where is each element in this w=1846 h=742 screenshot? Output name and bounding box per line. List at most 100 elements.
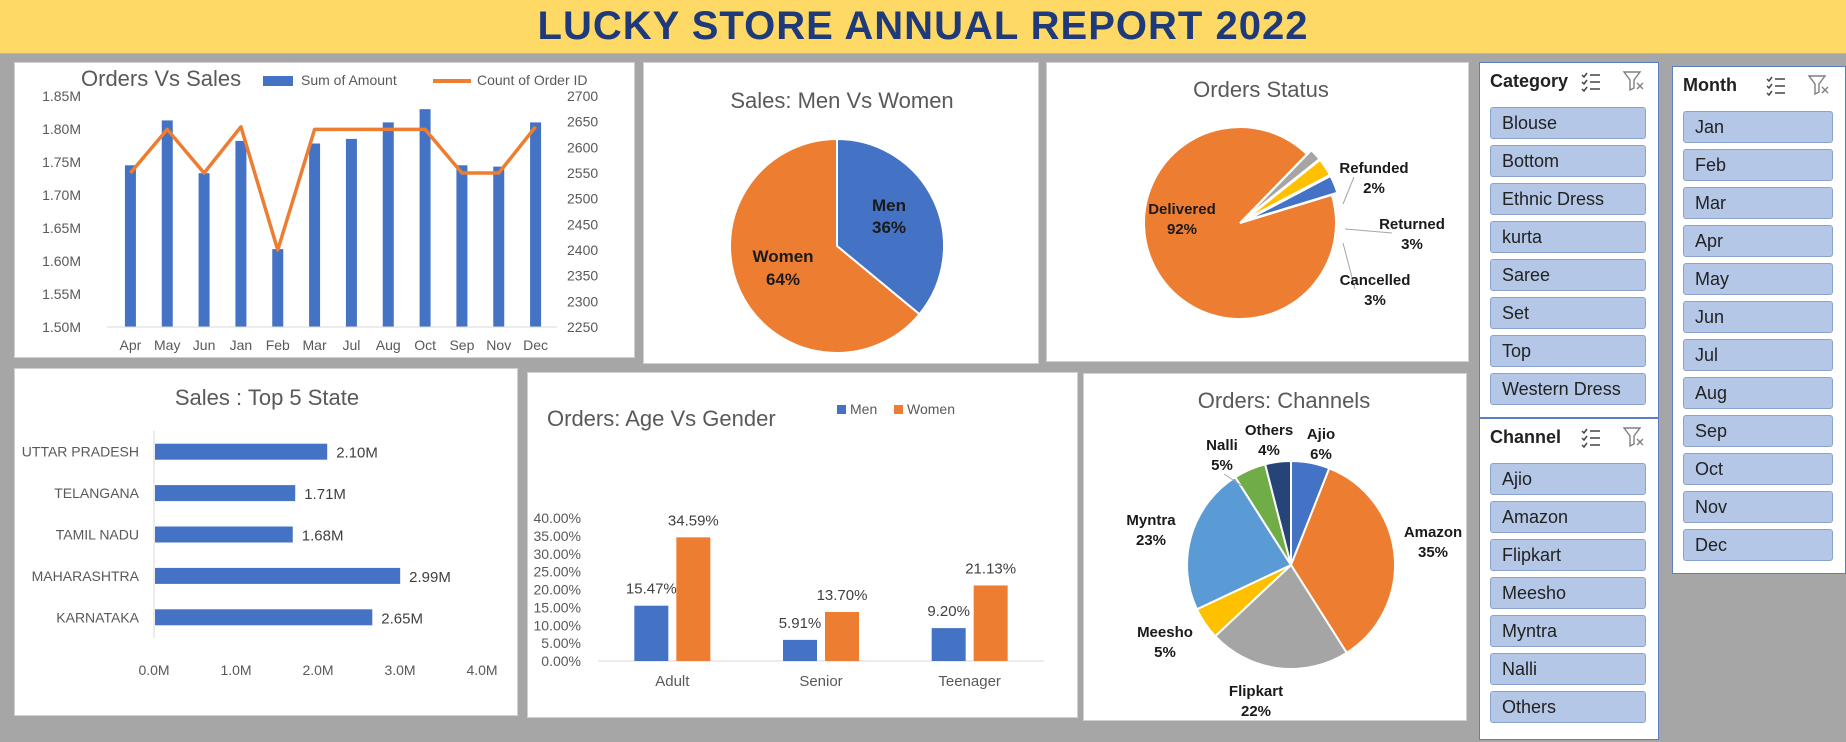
y-right-tick-label: 2550 (567, 165, 598, 181)
slicer-item-ajio[interactable]: Ajio (1490, 463, 1646, 495)
slicer-item-set[interactable]: Set (1490, 297, 1646, 329)
bar-value-label: 2.65M (381, 610, 423, 627)
x-tick-label: Teenager (938, 673, 1001, 690)
slicer-item-oct[interactable]: Oct (1683, 453, 1833, 485)
bar-value-label: 2.10M (336, 445, 378, 462)
x-tick-label: 2.0M (302, 662, 333, 678)
pie-pct-cancelled: 3% (1364, 292, 1386, 309)
top5-state-chart: Sales : Top 5 State UTTAR PRADESH 2.10M TEL… (22, 385, 498, 678)
slicer-item-top[interactable]: Top (1490, 335, 1646, 367)
pie-leader-line (1223, 473, 1243, 487)
panel-orders-vs-sales[interactable]: Orders Vs Sales Sum of Amount Count of Ord… (14, 62, 635, 358)
orders-status-chart: Orders Status Delivered 92% Refunded 2% Retur… (1143, 77, 1445, 320)
x-tick-label: Dec (523, 337, 548, 353)
slicer-item-jul[interactable]: Jul (1683, 339, 1833, 371)
y-tick-label: 5.00% (541, 635, 581, 651)
multi-select-icon[interactable] (1580, 70, 1602, 92)
clear-filter-icon[interactable] (1807, 74, 1831, 96)
slicer-item-feb[interactable]: Feb (1683, 149, 1833, 181)
bar-value-label: 5.91% (779, 615, 822, 632)
panel-top5-state[interactable]: Sales : Top 5 State UTTAR PRADESH 2.10M TEL… (14, 368, 518, 716)
slicer-channel[interactable]: Channel Ajio Amazon Flipkart Meesho Myntra Na… (1479, 418, 1659, 740)
pie-label-delivered: Delivered (1148, 201, 1216, 218)
slicer-item-kurta[interactable]: kurta (1490, 221, 1646, 253)
legend-swatch-women (894, 405, 903, 414)
slicer-item-flipkart[interactable]: Flipkart (1490, 539, 1646, 571)
pie-label-nalli: Nalli (1206, 437, 1238, 454)
legend-swatch-men (837, 405, 846, 414)
panel-orders-status[interactable]: Orders Status Delivered 92% Refunded 2% Retur… (1046, 62, 1469, 362)
slicer-category[interactable]: Category Blouse Bottom Ethnic Dress kurta Sa… (1479, 62, 1659, 418)
y-tick-label: 25.00% (534, 564, 581, 580)
y-right-tick-label: 2300 (567, 293, 598, 309)
bar-men (783, 639, 817, 661)
slicer-item-amazon[interactable]: Amazon (1490, 501, 1646, 533)
pie-pct-others: 4% (1258, 442, 1280, 459)
y-right-tick-label: 2500 (567, 191, 598, 207)
multi-select-icon[interactable] (1765, 74, 1787, 96)
slicer-item-sep[interactable]: Sep (1683, 415, 1833, 447)
slicer-item-may[interactable]: May (1683, 263, 1833, 295)
slicer-item-jan[interactable]: Jan (1683, 111, 1833, 143)
slicer-item-apr[interactable]: Apr (1683, 225, 1833, 257)
pie-pct-delivered: 92% (1167, 221, 1197, 238)
slicer-item-blouse[interactable]: Blouse (1490, 107, 1646, 139)
slicer-month[interactable]: Month Jan Feb Mar Apr May Jun Jul Aug Sep Oct Nov D… (1672, 66, 1846, 574)
clear-filter-icon[interactable] (1622, 426, 1646, 448)
bar-amount (124, 165, 136, 327)
bar-amount (235, 140, 247, 327)
x-tick-label: Mar (303, 337, 327, 353)
report-title: LUCKY STORE ANNUAL REPORT 2022 (537, 4, 1309, 48)
pie-pct-nalli: 5% (1211, 457, 1233, 474)
slicer-item-ethnic-dress[interactable]: Ethnic Dress (1490, 183, 1646, 215)
y-right-tick-label: 2400 (567, 242, 598, 258)
y-tick-label: MAHARASHTRA (32, 568, 140, 584)
report-header: LUCKY STORE ANNUAL REPORT 2022 (0, 0, 1846, 54)
bar-amount (493, 166, 505, 327)
slicer-item-dec[interactable]: Dec (1683, 529, 1833, 561)
pie-label-men: Men (872, 196, 906, 215)
pie-slice-flipkart (1213, 563, 1349, 670)
y-left-tick-label: 1.65M (42, 220, 81, 236)
x-tick-label: Oct (414, 337, 436, 353)
chart-title: Sales: Men Vs Women (730, 88, 953, 113)
slicer-item-bottom[interactable]: Bottom (1490, 145, 1646, 177)
slicer-item-meesho[interactable]: Meesho (1490, 577, 1646, 609)
bar-value-label: 34.59% (668, 512, 719, 529)
slicer-item-myntra[interactable]: Myntra (1490, 615, 1646, 647)
y-left-tick-label: 1.75M (42, 154, 81, 170)
slicer-item-nalli[interactable]: Nalli (1490, 653, 1646, 685)
bar-amount (382, 122, 394, 328)
slicer-title: Channel (1490, 427, 1562, 447)
bar-value-label: 2.99M (409, 569, 451, 586)
y-right-tick-label: 2600 (567, 139, 598, 155)
bar-amount (456, 165, 468, 327)
slicer-item-nov[interactable]: Nov (1683, 491, 1833, 523)
slicer-item-jun[interactable]: Jun (1683, 301, 1833, 333)
slicer-header: Month (1673, 67, 1845, 103)
y-tick-label: 0.00% (541, 653, 581, 669)
bar-women (825, 612, 859, 661)
bar-value-label: 21.13% (965, 560, 1016, 577)
age-vs-gender-chart: Orders: Age Vs Gender Men Women 0.00% 5.00% 1… (534, 401, 1044, 690)
pie-pct-meesho: 5% (1154, 644, 1176, 661)
y-left-tick-label: 1.60M (42, 253, 81, 269)
slicer-title: Month (1683, 75, 1737, 95)
slicer-item-mar[interactable]: Mar (1683, 187, 1833, 219)
bar-amount (530, 122, 542, 328)
slicer-item-western-dress[interactable]: Western Dress (1490, 373, 1646, 405)
multi-select-icon[interactable] (1580, 426, 1602, 448)
bar-value-label: 15.47% (626, 581, 677, 598)
y-tick-label: 35.00% (534, 528, 581, 544)
panel-men-vs-women[interactable]: Sales: Men Vs Women Men 36% Women 64% (643, 62, 1039, 364)
pie-label-cancelled: Cancelled (1340, 272, 1411, 289)
slicer-item-saree[interactable]: Saree (1490, 259, 1646, 291)
y-right-tick-label: 2700 (567, 88, 598, 104)
bar-state (155, 485, 296, 502)
slicer-item-aug[interactable]: Aug (1683, 377, 1833, 409)
panel-age-vs-gender[interactable]: Orders: Age Vs Gender Men Women 0.00% 5.00% 1… (527, 372, 1078, 718)
slicer-item-others[interactable]: Others (1490, 691, 1646, 723)
panel-channels[interactable]: Orders: Channels Ajio 6% Amazon 35% Flipkart 2… (1083, 373, 1467, 721)
x-tick-label: Jul (342, 337, 360, 353)
clear-filter-icon[interactable] (1622, 70, 1646, 92)
